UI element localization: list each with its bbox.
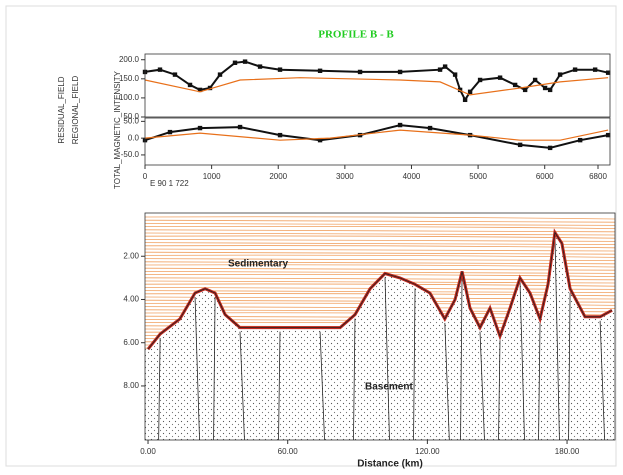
x-tick-label: 3000 — [336, 172, 354, 181]
y-tick-label: 4.00 — [123, 295, 139, 304]
sediment-hatch — [145, 249, 615, 251]
point — [443, 64, 447, 68]
y-tick-label: 200.0 — [119, 55, 140, 64]
sediment-hatch — [145, 243, 615, 245]
x-tick-label: 4000 — [403, 172, 421, 181]
point — [533, 78, 537, 82]
point — [548, 146, 552, 150]
x-tick-label: 60.00 — [278, 447, 299, 456]
x-tick-label: 6000 — [536, 172, 554, 181]
sediment-hatch — [145, 223, 615, 225]
annotation: Basement — [365, 382, 413, 393]
point — [233, 61, 237, 65]
x-tick-label: 0.00 — [140, 447, 156, 456]
sediment-hatch — [145, 271, 615, 273]
sediment-hatch — [145, 233, 615, 235]
x-tick-label: 0 — [143, 172, 148, 181]
point — [573, 67, 577, 71]
point — [513, 83, 517, 87]
point — [498, 75, 502, 79]
point — [258, 64, 262, 68]
annotation: Sedimentary — [228, 259, 288, 270]
point — [158, 67, 162, 71]
series-line — [145, 125, 608, 148]
y-tick-label: 50.0 — [123, 116, 139, 125]
note: E 90 1 722 — [150, 179, 189, 188]
point — [558, 72, 562, 76]
x-tick-label: 120.00 — [415, 447, 440, 456]
x-tick-label: 6800 — [589, 172, 607, 181]
sediment-hatch — [145, 259, 615, 261]
sediment-hatch — [145, 265, 615, 267]
x-axis-title: Distance (km) — [357, 459, 423, 470]
sediment-hatch — [145, 230, 615, 232]
y-label: TOTAL_MAGNETIC_INTENSITY — [113, 70, 122, 189]
sediment-hatch — [145, 262, 615, 264]
point — [463, 98, 467, 102]
point — [428, 126, 432, 130]
point — [278, 133, 282, 137]
sediment-hatch — [145, 236, 615, 238]
sediment-hatch — [145, 226, 615, 228]
point — [453, 72, 457, 76]
sediment-hatch — [145, 255, 615, 257]
figure: PROFILE B - B RESIDUAL_FIELD REGIONAL_FI… — [0, 0, 623, 471]
y-tick-label: 0.0 — [128, 133, 140, 142]
y-label: REGIONAL_FIELD — [71, 76, 80, 145]
point — [318, 69, 322, 73]
series-line — [145, 62, 608, 100]
point — [543, 86, 547, 90]
point — [358, 70, 362, 74]
point — [518, 143, 522, 147]
plot-frame — [145, 118, 610, 165]
sediment-hatch — [145, 217, 615, 219]
y-label: RESIDUAL_FIELD — [57, 76, 66, 143]
y-tick-label: 2.00 — [123, 251, 139, 260]
sediment-hatch — [145, 274, 615, 276]
point — [188, 83, 192, 87]
y-tick-label: -50.0 — [121, 150, 140, 159]
sediment-hatch — [145, 239, 615, 241]
y-tick-label: 6.00 — [123, 338, 139, 347]
x-tick-label: 180.00 — [555, 447, 580, 456]
sediment-hatch — [145, 252, 615, 254]
point — [398, 123, 402, 127]
x-tick-label: 1000 — [203, 172, 221, 181]
section — [145, 217, 615, 440]
point — [243, 59, 247, 63]
point — [173, 72, 177, 76]
y-tick-label: 8.00 — [123, 381, 139, 390]
x-tick-label: 2000 — [269, 172, 287, 181]
point — [523, 88, 527, 92]
point — [593, 67, 597, 71]
point — [168, 130, 172, 134]
point — [438, 67, 442, 71]
sediment-hatch — [145, 268, 615, 270]
y-tick-label: 150.0 — [119, 74, 140, 83]
point — [478, 78, 482, 82]
x-tick-label: 5000 — [469, 172, 487, 181]
point — [398, 70, 402, 74]
point — [548, 88, 552, 92]
point — [278, 67, 282, 71]
point — [218, 72, 222, 76]
point — [578, 138, 582, 142]
y-tick-label: 100.0 — [119, 93, 140, 102]
chart-title: PROFILE B - B — [318, 29, 394, 41]
sediment-hatch — [145, 246, 615, 248]
point — [238, 125, 242, 129]
point — [198, 126, 202, 130]
sediment-hatch — [145, 220, 615, 222]
series-line — [145, 78, 608, 95]
point — [468, 90, 472, 94]
